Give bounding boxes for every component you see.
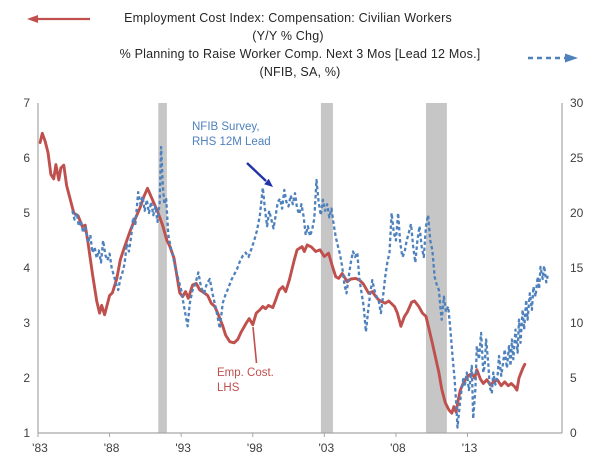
x-tick-label: '88 [104,441,120,455]
axes: 7 6 5 4 3 2 1 30 25 20 15 10 5 0 '83 '88 '93 '98 '03 '08 '13 [23,96,583,455]
y-left-tick-label: 7 [23,96,30,110]
x-tick-label: '98 [247,441,263,455]
eci-annotation-line-2: LHS [217,382,240,394]
title-line-3: % Planning to Raise Worker Comp. Next 3 … [119,47,481,61]
series-lines [38,131,549,429]
y-left-tick-label: 4 [23,261,30,275]
title-line-2: (Y/Y % Chg) [252,29,324,43]
recession-band [158,103,167,433]
title-line-4: (NFIB, SA, %) [259,65,341,79]
eci-annotation-line-1: Emp. Cost. [217,367,274,379]
y-right-tick-label: 5 [570,371,577,385]
nfib-annotation-line-1: NFIB Survey, [192,121,260,133]
recession-band [320,103,333,433]
eci-line [38,131,527,415]
eci-series-annotation: Emp. Cost. LHS [217,366,274,396]
nfib-legend-arrow-icon [528,53,578,63]
eci-legend-arrow-icon [27,15,90,23]
y-left-tick-label: 3 [23,316,30,330]
y-right-tick-label: 10 [570,316,584,330]
nfib-annotation-arrow-icon [246,162,273,187]
title-line-1: Employment Cost Index: Compensation: Civ… [124,11,452,25]
x-tick-label: '13 [462,441,478,455]
y-left-tick-label: 6 [23,151,30,165]
recession-band [426,103,447,433]
y-right-tick-label: 15 [570,261,584,275]
x-tick-label: '93 [175,441,191,455]
y-right-tick-label: 25 [570,151,584,165]
recession-bands [158,103,447,433]
x-tick-label: '83 [32,441,48,455]
y-left-tick-label: 2 [23,371,30,385]
y-left-tick-label: 1 [23,426,30,440]
y-right-tick-label: 20 [570,206,584,220]
y-left-tick-label: 5 [23,206,30,220]
x-tick-label: '08 [390,441,406,455]
nfib-series-annotation: NFIB Survey, RHS 12M Lead [192,120,271,150]
y-right-tick-label: 0 [570,426,577,440]
x-tick-label: '03 [319,441,335,455]
y-right-tick-label: 30 [570,96,584,110]
eci-leader-line [252,326,258,364]
nfib-line [71,145,549,429]
nfib-annotation-line-2: RHS 12M Lead [192,136,271,148]
